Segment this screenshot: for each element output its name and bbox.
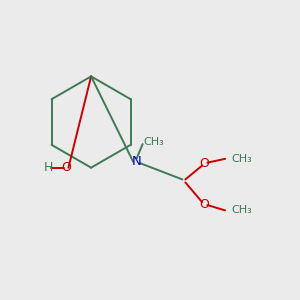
Text: O: O [200,198,209,211]
Text: CH₃: CH₃ [144,137,165,147]
Text: CH₃: CH₃ [231,206,252,215]
Text: O: O [200,157,209,170]
Text: CH₃: CH₃ [231,154,252,164]
Text: O: O [61,161,71,174]
Text: N: N [132,155,142,168]
Text: H: H [44,161,53,174]
